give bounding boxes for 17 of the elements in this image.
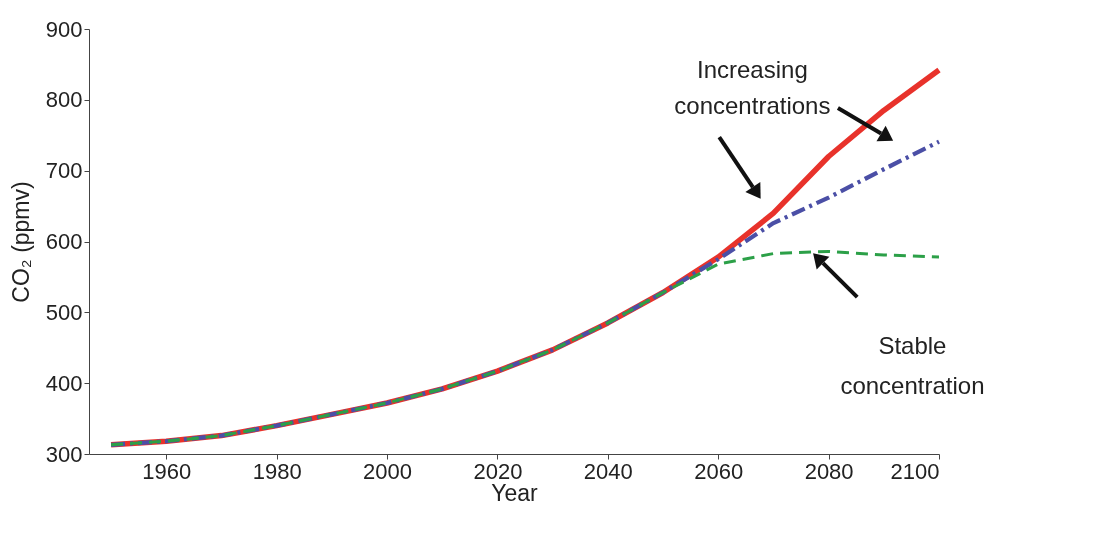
x-tick-label: 2100	[890, 458, 940, 484]
y-tick-label: 900	[45, 16, 83, 42]
y-tick-label: 300	[45, 441, 83, 467]
y-tick-label: 800	[45, 87, 83, 113]
x-tick-label: 1980	[252, 458, 302, 484]
y-tick-label: 600	[45, 229, 83, 254]
x-tick-label: 2060	[694, 458, 744, 484]
y-tick-label: 500	[45, 299, 83, 325]
y-axis-title: CO₂ (ppmv)	[7, 181, 34, 303]
annotation: Stable concentration	[840, 331, 985, 399]
annotation: Increasing concentrations	[674, 56, 831, 119]
x-tick-label: 2000	[363, 458, 413, 484]
x-tick-label: 2080	[804, 458, 854, 484]
x-tick-label: 1960	[142, 458, 192, 484]
y-tick-label: 400	[45, 370, 83, 396]
y-tick-label: 700	[45, 158, 83, 184]
x-tick-label: 2040	[583, 458, 633, 484]
